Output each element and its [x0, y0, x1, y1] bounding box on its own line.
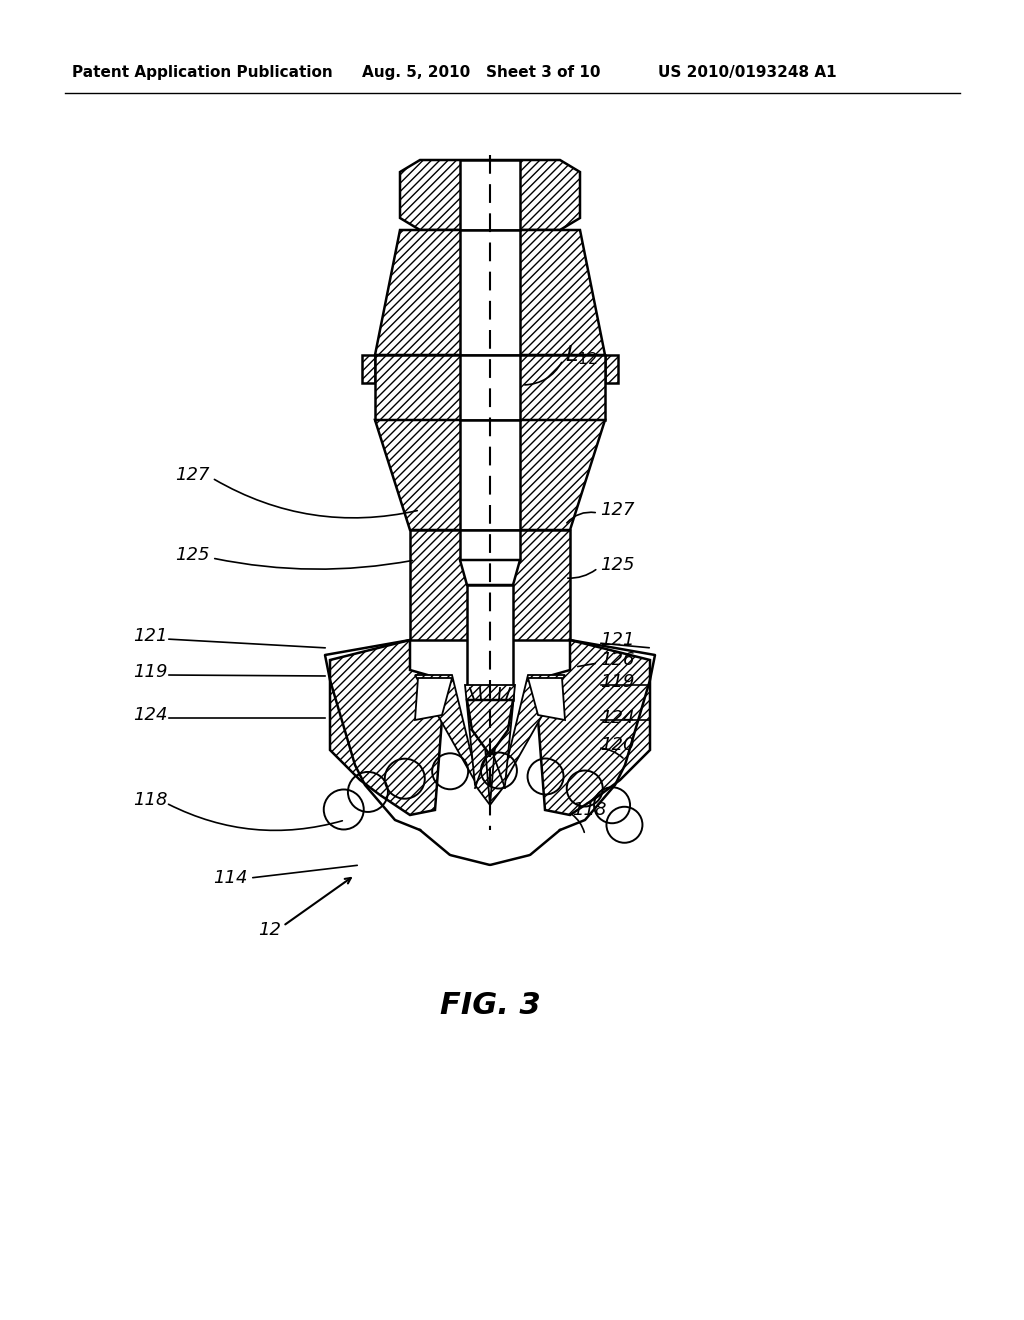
- Polygon shape: [467, 585, 513, 700]
- Polygon shape: [460, 420, 520, 531]
- Polygon shape: [528, 678, 565, 719]
- Text: 121: 121: [600, 631, 635, 649]
- Text: 126: 126: [600, 651, 635, 669]
- Polygon shape: [460, 531, 520, 560]
- Polygon shape: [410, 531, 570, 640]
- Text: 119: 119: [600, 673, 635, 690]
- Polygon shape: [500, 675, 565, 789]
- Text: 125: 125: [175, 546, 210, 564]
- Polygon shape: [460, 230, 520, 355]
- Polygon shape: [535, 640, 650, 814]
- Text: 124: 124: [133, 706, 168, 723]
- Polygon shape: [467, 700, 513, 755]
- Text: 127: 127: [175, 466, 210, 484]
- Polygon shape: [362, 355, 375, 383]
- Text: FIG. 3: FIG. 3: [439, 990, 541, 1019]
- Polygon shape: [375, 230, 605, 355]
- Polygon shape: [605, 355, 618, 383]
- Text: 125: 125: [600, 556, 635, 574]
- Text: 119: 119: [133, 663, 168, 681]
- Text: 118: 118: [572, 801, 606, 818]
- Polygon shape: [460, 355, 520, 420]
- Polygon shape: [330, 640, 445, 814]
- Polygon shape: [465, 685, 515, 805]
- Polygon shape: [415, 675, 480, 789]
- Text: Patent Application Publication: Patent Application Publication: [72, 65, 333, 79]
- Text: 114: 114: [213, 869, 248, 887]
- Polygon shape: [460, 560, 520, 585]
- Polygon shape: [415, 678, 452, 719]
- Polygon shape: [400, 160, 580, 230]
- Polygon shape: [375, 355, 605, 420]
- Text: US 2010/0193248 A1: US 2010/0193248 A1: [658, 65, 837, 79]
- Text: 120: 120: [600, 737, 635, 754]
- Text: 118: 118: [133, 791, 168, 809]
- Text: Aug. 5, 2010   Sheet 3 of 10: Aug. 5, 2010 Sheet 3 of 10: [362, 65, 600, 79]
- Text: 127: 127: [600, 502, 635, 519]
- Text: 12: 12: [258, 921, 282, 939]
- Text: $L_{12}$: $L_{12}$: [565, 343, 598, 367]
- Polygon shape: [460, 160, 520, 230]
- Text: 121: 121: [133, 627, 168, 645]
- Text: 124: 124: [600, 709, 635, 727]
- Polygon shape: [375, 420, 605, 531]
